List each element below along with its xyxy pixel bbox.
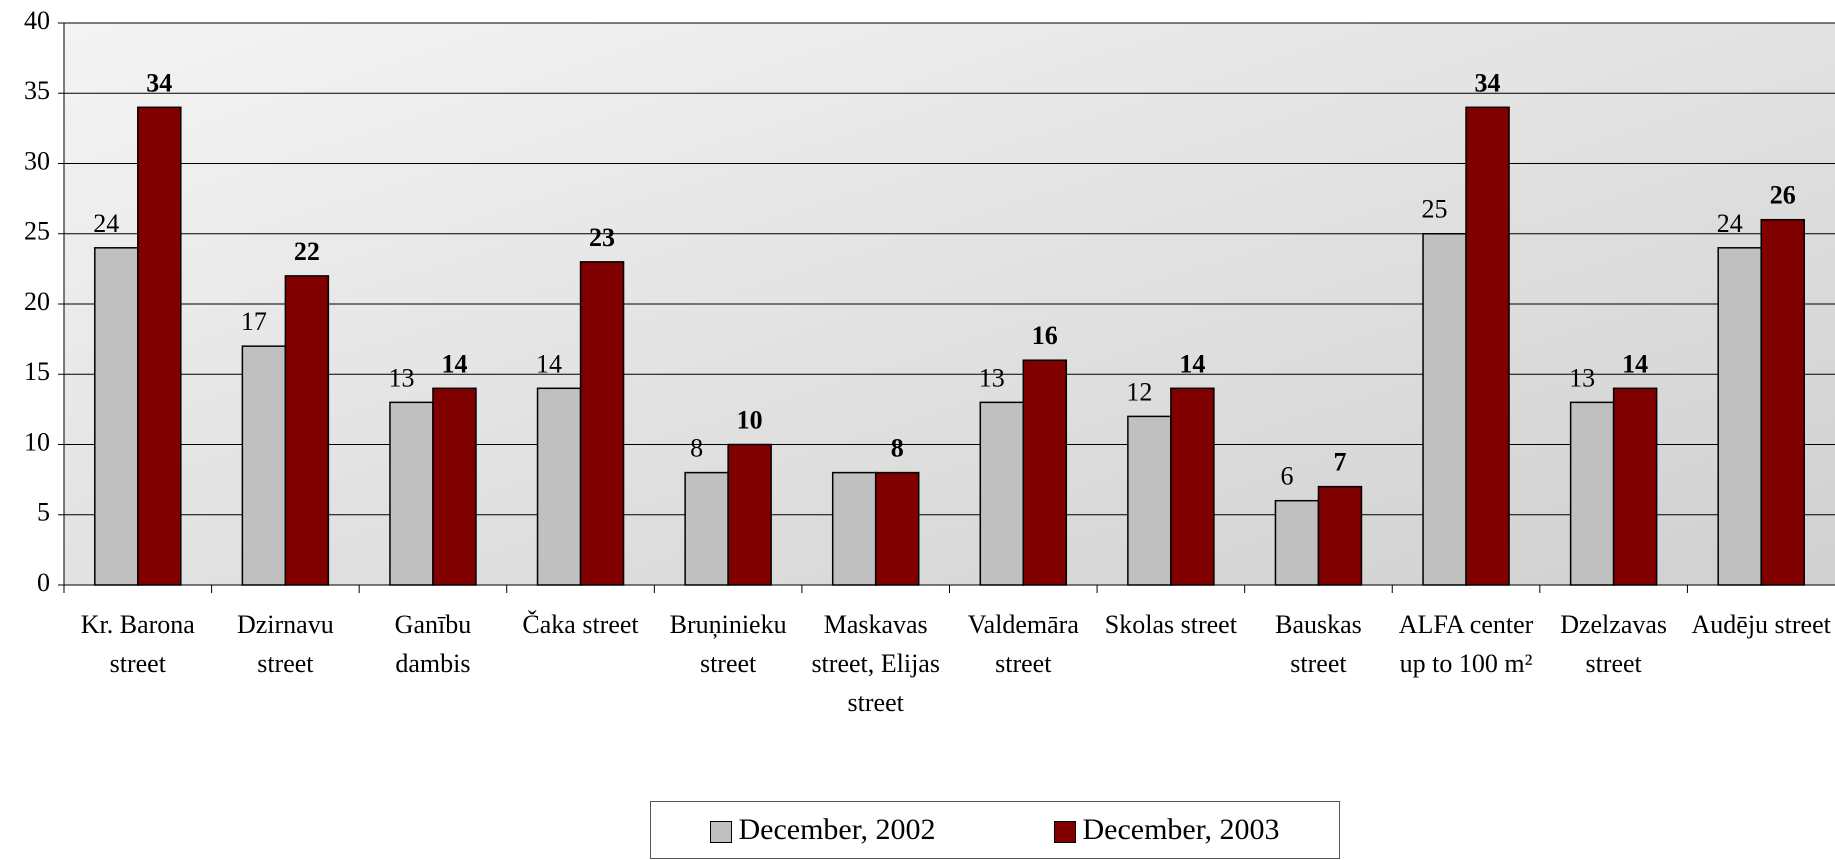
bar (1465, 106, 1510, 586)
legend-item: December, 2002 (710, 813, 936, 847)
bar (137, 106, 182, 586)
x-tick-label: Valdemāra street (967, 610, 1079, 678)
x-tick-label: ALFA center up to 100 m² (1398, 610, 1534, 678)
bar (1127, 415, 1172, 586)
value-label: 6 (1280, 462, 1293, 491)
value-label: 10 (737, 405, 763, 434)
bar (1170, 387, 1215, 586)
bar (536, 387, 582, 586)
bar (1717, 247, 1762, 586)
bar (241, 345, 287, 586)
y-tick-label: 35 (24, 76, 50, 105)
value-label: 26 (1770, 181, 1796, 210)
bar (1422, 233, 1467, 586)
value-label: 17 (241, 307, 267, 336)
value-label: 14 (1622, 349, 1648, 378)
x-tick-label: Dzelzavas street (1560, 610, 1668, 678)
x-tick-label: Kr. Barona street (80, 610, 195, 678)
legend-swatch (1054, 821, 1077, 844)
bar (1274, 499, 1320, 586)
legend-swatch (710, 821, 733, 844)
value-label: 13 (1569, 363, 1595, 392)
value-label: 22 (294, 237, 320, 266)
bar (831, 471, 877, 586)
bar (1760, 218, 1805, 586)
value-label: 23 (589, 223, 615, 252)
value-label: 34 (146, 68, 172, 97)
bar (727, 443, 772, 586)
bar (1612, 387, 1658, 586)
x-tick-label: Dzirnavu street (236, 610, 334, 678)
y-tick-label: 40 (24, 6, 50, 35)
legend-label: December, 2003 (1082, 813, 1280, 846)
bar (1317, 485, 1363, 586)
value-label: 34 (1475, 68, 1501, 97)
value-label: 14 (1179, 349, 1205, 378)
value-label: 13 (979, 363, 1005, 392)
x-tick-label: Skolas street (1104, 610, 1237, 639)
value-label: 12 (1126, 377, 1152, 406)
y-tick-label: 30 (24, 146, 50, 175)
value-label: 14 (441, 349, 467, 378)
value-label: 7 (1333, 448, 1346, 477)
y-tick-label: 5 (37, 498, 50, 527)
bar (979, 401, 1025, 586)
bar (1022, 359, 1068, 586)
value-label: 24 (93, 209, 119, 238)
y-tick-label: 20 (24, 287, 50, 316)
bar (684, 471, 729, 586)
y-tick-label: 0 (37, 568, 50, 597)
y-tick-label: 25 (24, 217, 50, 246)
legend-item: December, 2003 (1054, 813, 1280, 847)
x-tick-label: Čaka street (522, 610, 639, 639)
x-tick-label: Bruņinieku street (669, 610, 787, 678)
bar (874, 471, 920, 586)
value-label: 13 (388, 363, 414, 392)
x-tick-label: Audēju street (1691, 610, 1831, 639)
bar (432, 387, 477, 586)
value-label: 14 (536, 349, 562, 378)
value-label: 8 (891, 434, 904, 463)
bar (94, 247, 139, 586)
value-label: 16 (1032, 321, 1058, 350)
value-label: 8 (690, 434, 703, 463)
legend-label: December, 2002 (738, 813, 936, 846)
y-tick-label: 15 (24, 357, 50, 386)
value-label: 24 (1717, 209, 1743, 238)
value-label: 25 (1422, 195, 1448, 224)
y-tick-label: 10 (24, 427, 50, 456)
x-tick-label: Maskavas street, Elijas street (811, 610, 940, 717)
chart: 0 5 10 15 20 25 30 35 40 24 34 17 22 13 14 14 23 8 10 8 13 16… (24, 6, 1835, 597)
bar (284, 275, 330, 586)
bar (579, 261, 625, 586)
x-tick-label: Bauskas street (1275, 610, 1362, 678)
x-tick-label: Ganību dambis (394, 610, 472, 678)
legend: December, 2002 December, 2003 (650, 801, 1340, 859)
bar (1569, 401, 1615, 586)
bar (389, 401, 434, 586)
